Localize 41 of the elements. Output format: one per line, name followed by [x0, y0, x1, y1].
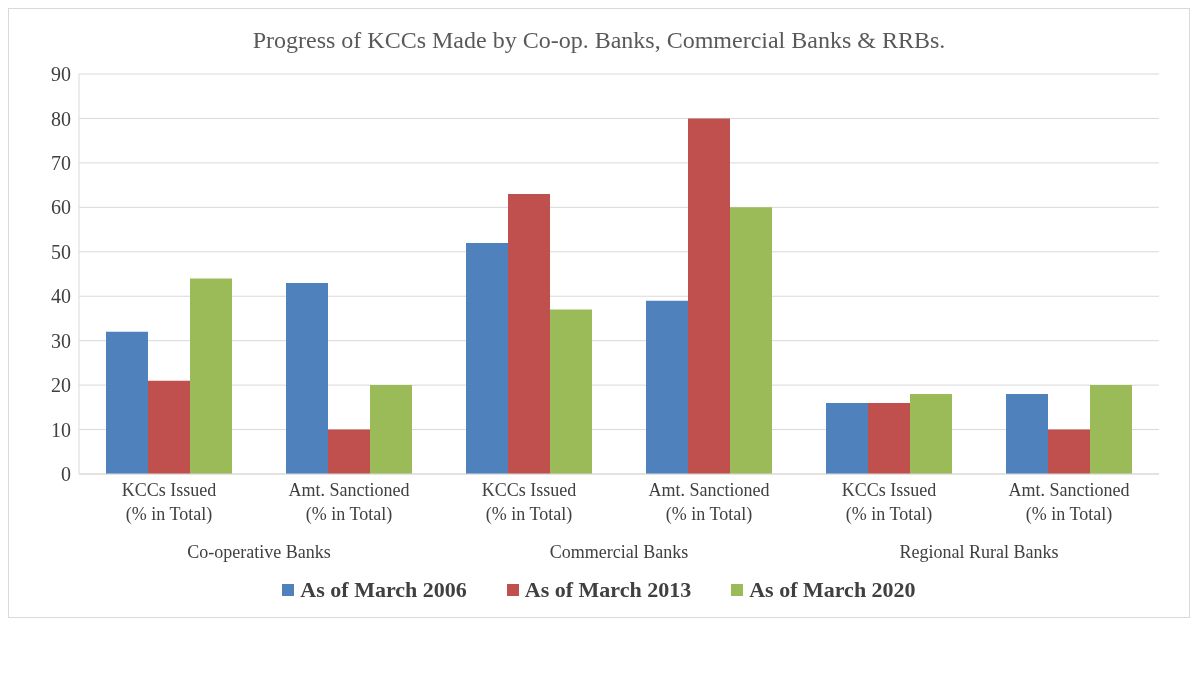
bar — [1006, 394, 1048, 474]
legend-label: As of March 2020 — [749, 577, 916, 603]
bar — [1090, 385, 1132, 474]
bar — [508, 194, 550, 474]
x-tick-label: Amt. Sanctioned (% in Total) — [1008, 480, 1130, 525]
bar — [370, 385, 412, 474]
bar — [106, 331, 148, 474]
bar — [148, 380, 190, 474]
y-tick-label: 70 — [51, 151, 71, 174]
y-tick-label: 20 — [51, 374, 71, 397]
bar — [190, 278, 232, 474]
x-tick-label: KCCs Issued (% in Total) — [481, 480, 577, 525]
y-tick-label: 40 — [51, 285, 71, 308]
y-tick-label: 30 — [51, 329, 71, 352]
bar — [646, 300, 688, 474]
bar — [868, 402, 910, 474]
x-tick-label: Amt. Sanctioned (% in Total) — [648, 480, 770, 525]
bar — [910, 394, 952, 474]
legend-label: As of March 2006 — [300, 577, 467, 603]
bar — [730, 207, 772, 474]
x-tick-label: KCCs Issued (% in Total) — [841, 480, 937, 525]
bar — [286, 282, 328, 474]
y-tick-label: 50 — [51, 240, 71, 263]
text: Commercial Banks — [548, 542, 690, 563]
y-tick-label: 10 — [51, 418, 71, 441]
y-tick-label: 60 — [51, 196, 71, 219]
y-tick-label: 0 — [61, 463, 71, 486]
y-tick-label: 80 — [51, 107, 71, 130]
legend-label: As of March 2013 — [524, 577, 692, 603]
bar — [1048, 429, 1090, 474]
bar — [466, 242, 508, 474]
bar — [688, 118, 730, 474]
text: Regional Rural Banks — [898, 542, 1060, 563]
y-tick-label: 90 — [51, 63, 71, 86]
x-tick-label: KCCs Issued (% in Total) — [121, 480, 217, 525]
bar — [328, 429, 370, 474]
bar — [550, 309, 592, 474]
text: Co-operative Banks — [186, 542, 332, 563]
chart-title: Progress of KCCs Made by Co-op. Banks, Commercial Banks & RRBs. — [251, 27, 947, 54]
bar — [826, 402, 868, 474]
x-tick-label: Amt. Sanctioned (% in Total) — [288, 480, 410, 525]
